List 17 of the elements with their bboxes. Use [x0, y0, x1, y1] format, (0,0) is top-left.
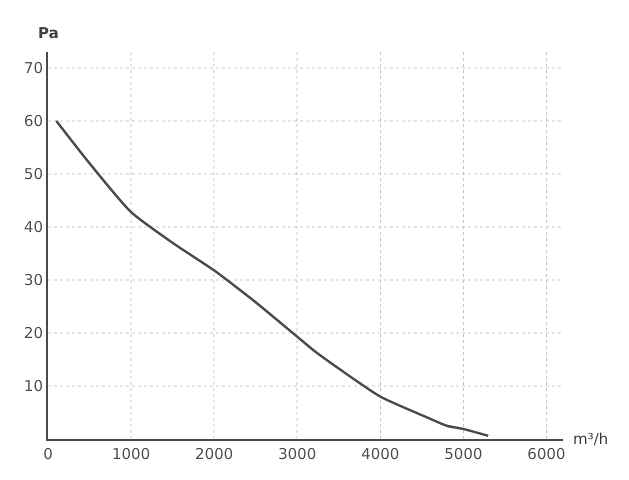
x-tick-label: 4000 — [361, 445, 400, 463]
line-series — [55, 120, 490, 438]
y-axis-title: Pa — [38, 24, 59, 42]
x-tick-label: 3000 — [278, 445, 316, 463]
y-tick-label: 20 — [24, 324, 43, 342]
y-tick-label: 30 — [24, 271, 43, 290]
x-tick-label: 2000 — [195, 445, 234, 463]
x-tick-label: 1000 — [112, 445, 150, 463]
x-tick-label: 6000 — [527, 445, 566, 463]
y-tick-label: 70 — [24, 59, 43, 78]
x-tick-label: 5000 — [444, 445, 482, 463]
y-tick-label: 60 — [24, 112, 43, 130]
y-tick-label: 10 — [24, 377, 43, 396]
y-tick-label: 50 — [24, 165, 43, 184]
x-axis-title: m³/h — [573, 430, 608, 448]
y-tick-label: 40 — [24, 218, 43, 236]
x-tick-label: 0 — [43, 445, 53, 463]
